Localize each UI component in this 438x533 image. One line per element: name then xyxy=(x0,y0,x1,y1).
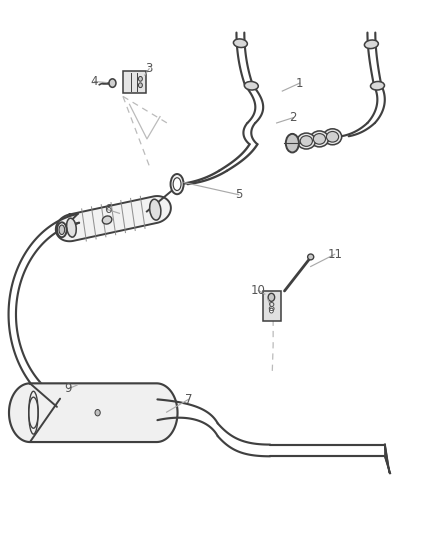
Text: 11: 11 xyxy=(327,248,342,261)
Polygon shape xyxy=(385,445,390,473)
Text: 9: 9 xyxy=(65,382,72,395)
Ellipse shape xyxy=(59,225,65,235)
Ellipse shape xyxy=(173,177,181,190)
Ellipse shape xyxy=(95,409,100,416)
Text: 10: 10 xyxy=(251,284,266,297)
Ellipse shape xyxy=(297,133,315,149)
FancyBboxPatch shape xyxy=(263,291,281,321)
Polygon shape xyxy=(9,383,177,442)
Text: 3: 3 xyxy=(145,62,153,75)
Ellipse shape xyxy=(170,174,184,194)
Ellipse shape xyxy=(286,134,299,152)
Ellipse shape xyxy=(109,79,116,87)
Ellipse shape xyxy=(310,131,328,147)
Text: 8: 8 xyxy=(268,301,275,314)
Ellipse shape xyxy=(138,83,142,87)
Ellipse shape xyxy=(102,216,112,224)
Text: 4: 4 xyxy=(91,75,98,88)
Text: 2: 2 xyxy=(290,111,297,124)
Ellipse shape xyxy=(323,129,342,145)
Text: 7: 7 xyxy=(185,393,192,406)
Ellipse shape xyxy=(57,222,67,237)
Ellipse shape xyxy=(300,136,312,147)
Text: 5: 5 xyxy=(235,188,242,201)
Ellipse shape xyxy=(67,218,76,237)
Ellipse shape xyxy=(313,134,325,144)
Ellipse shape xyxy=(233,39,247,47)
Ellipse shape xyxy=(138,76,142,81)
Ellipse shape xyxy=(269,308,273,313)
Ellipse shape xyxy=(371,82,385,90)
Polygon shape xyxy=(56,196,171,241)
Ellipse shape xyxy=(364,40,378,49)
FancyBboxPatch shape xyxy=(123,71,146,93)
Text: 6: 6 xyxy=(104,203,111,216)
Ellipse shape xyxy=(326,132,339,142)
Ellipse shape xyxy=(244,82,258,90)
Text: 1: 1 xyxy=(296,77,304,90)
Ellipse shape xyxy=(307,254,314,260)
Ellipse shape xyxy=(150,199,161,220)
Ellipse shape xyxy=(268,293,275,301)
